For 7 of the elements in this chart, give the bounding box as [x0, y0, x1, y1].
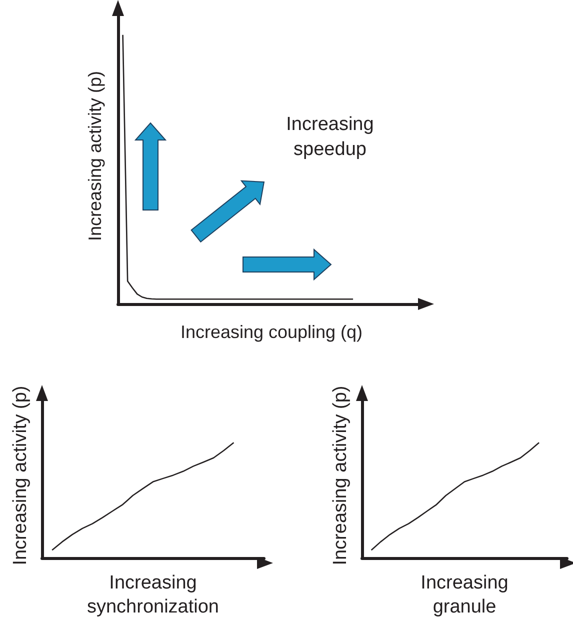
x-axis-title: Increasing coupling (q) [180, 322, 363, 342]
annotation: Increasing speedup [285, 113, 375, 162]
x-axis-title: Increasing granule [420, 572, 508, 618]
y-axis-title: Increasing activity (p) [10, 386, 31, 566]
y-axis-title: Increasing activity (p) [330, 386, 351, 566]
y-axis-title: Increasing activity (p) [85, 70, 105, 242]
x-axis-title: Increasing synchronization [86, 572, 220, 618]
